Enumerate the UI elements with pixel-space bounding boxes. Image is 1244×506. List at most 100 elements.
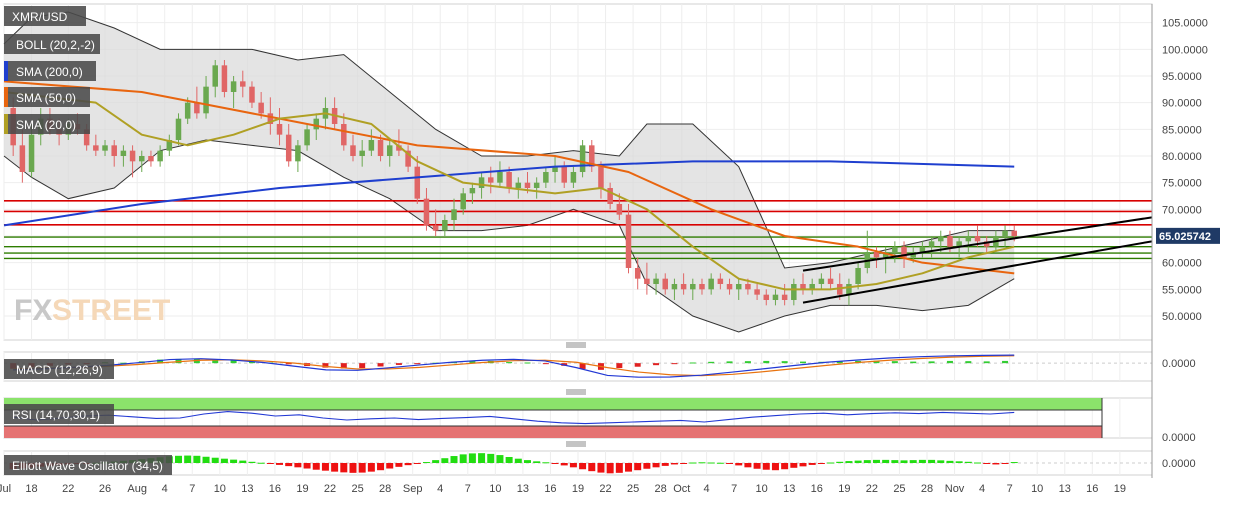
y-tick-label: 80.0000 <box>1162 151 1202 163</box>
ewo-bar <box>652 463 660 468</box>
channel-trendline <box>802 240 1153 304</box>
ewo-bar <box>625 463 633 472</box>
candle-body <box>598 166 604 188</box>
x-tick-label: 22 <box>599 483 611 495</box>
ewo-bar <box>827 462 835 464</box>
legend-sma20: SMA (20,0) <box>16 118 76 132</box>
x-tick-label: 4 <box>704 483 710 495</box>
ewo-bar <box>955 461 963 463</box>
candle <box>928 236 935 258</box>
candle-body <box>625 214 632 268</box>
candle-body <box>726 284 733 290</box>
candle-body <box>341 124 347 146</box>
ewo-bar <box>928 459 936 463</box>
ewo-bar <box>716 462 724 464</box>
legend-boll: BOLL (20,2,-2) <box>16 38 95 52</box>
candle <box>148 150 154 167</box>
candle-body <box>745 284 751 290</box>
panel-resize-handle[interactable] <box>566 389 586 395</box>
y-tick-label: 75.0000 <box>1162 178 1202 190</box>
ewo-bar <box>331 463 339 472</box>
candle-body <box>616 204 623 215</box>
candle-body <box>644 278 650 284</box>
ewo-bar <box>588 463 596 472</box>
macd-histogram-bar <box>616 363 623 369</box>
candle-body <box>809 284 815 290</box>
rsi-panel[interactable] <box>4 398 1103 438</box>
candle-body <box>432 225 439 231</box>
candle <box>634 257 641 290</box>
x-tick-label: 16 <box>1086 483 1098 495</box>
x-tick-label: 16 <box>544 483 556 495</box>
legend-sma20-bg <box>4 114 90 134</box>
candle-body <box>579 145 586 172</box>
x-tick-label: 13 <box>1059 483 1071 495</box>
candle <box>230 76 237 108</box>
candle-body <box>258 102 264 114</box>
candle-body <box>690 284 696 290</box>
ewo-bar <box>404 463 412 466</box>
macd-histogram-bar <box>653 363 660 366</box>
ewo-bar <box>762 463 770 470</box>
ewo-bar <box>597 463 605 473</box>
ewo-bar <box>239 460 247 463</box>
candle <box>708 273 714 295</box>
ewo-y-tick: 0.0000 <box>1162 458 1196 470</box>
candle <box>791 278 797 306</box>
macd-histogram-bar <box>395 363 402 365</box>
panel-resize-handle[interactable] <box>566 441 586 447</box>
y-tick-label: 100.0000 <box>1162 44 1208 56</box>
rsi-legend: RSI (14,70,30,1) <box>4 404 114 424</box>
candle-body <box>983 241 990 247</box>
candle-body <box>451 209 457 220</box>
candle <box>432 209 439 236</box>
ewo-bar <box>992 463 1000 465</box>
ewo-bar <box>854 460 862 463</box>
candle-body <box>892 246 898 252</box>
x-tick-label: 13 <box>241 483 253 495</box>
x-tick-label: 19 <box>838 483 850 495</box>
candle-body <box>827 278 834 284</box>
x-tick-label: Nov <box>945 483 965 495</box>
panel-resize-handle[interactable] <box>566 342 586 348</box>
candle-body <box>19 145 26 172</box>
watermark-street: STREET <box>52 294 170 327</box>
ewo-bar <box>735 463 743 466</box>
macd-histogram-bar <box>1002 360 1009 364</box>
ewo-bar <box>790 463 798 468</box>
ewo-bar <box>882 459 890 463</box>
legend-symbol: XMR/USD <box>12 10 68 24</box>
x-tick-label: 10 <box>756 483 768 495</box>
candle-body <box>781 294 788 300</box>
ewo-bar <box>1010 462 1018 464</box>
candle-body <box>561 166 567 183</box>
candle-body <box>882 252 889 258</box>
macd-histogram-bar <box>377 363 384 367</box>
candle <box>543 166 549 188</box>
macd-histogram-bar <box>579 363 586 369</box>
ewo-bar <box>285 463 293 467</box>
candle-body <box>772 294 779 300</box>
candle-body <box>230 81 237 92</box>
ewo-bar <box>358 463 366 473</box>
candle <box>589 140 595 172</box>
candle-body <box>212 65 218 87</box>
y-tick-label: 105.0000 <box>1162 18 1208 30</box>
candle-body <box>524 182 531 188</box>
x-tick-label: 26 <box>99 483 111 495</box>
candle-body <box>28 134 35 172</box>
candle-body <box>157 150 163 162</box>
candle <box>460 188 466 215</box>
ewo-bar <box>174 455 182 463</box>
x-tick-label: 4 <box>437 483 443 495</box>
ewo-bar <box>294 463 302 468</box>
candle <box>579 140 586 178</box>
legend-symbol-bg <box>4 6 86 26</box>
candle-body <box>184 102 191 119</box>
macd-histogram-bar <box>506 362 513 364</box>
macd-histogram-bar <box>726 361 733 364</box>
candle <box>754 284 760 300</box>
ewo-bar <box>845 461 853 463</box>
